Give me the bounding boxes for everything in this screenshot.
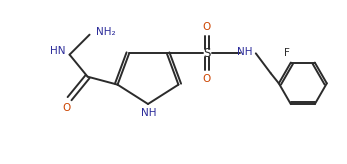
Text: O: O (62, 103, 71, 113)
Text: O: O (203, 22, 211, 32)
Text: O: O (203, 74, 211, 84)
Text: NH: NH (237, 47, 253, 57)
Text: NH₂: NH₂ (96, 27, 116, 37)
Text: HN: HN (50, 46, 65, 56)
Text: F: F (284, 48, 290, 58)
Text: S: S (203, 47, 211, 60)
Text: NH: NH (141, 108, 157, 118)
